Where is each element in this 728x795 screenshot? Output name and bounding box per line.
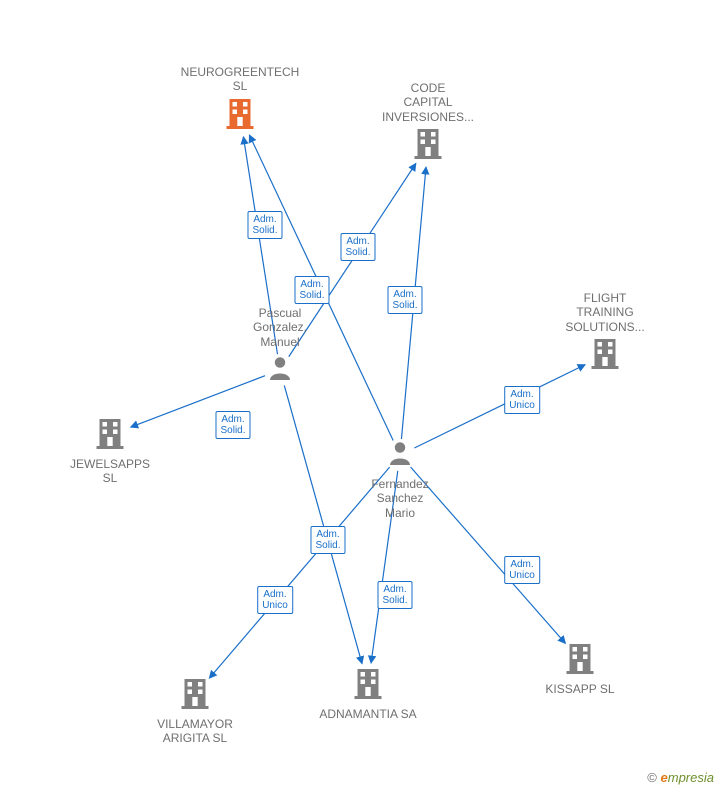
- person-icon: [265, 353, 295, 383]
- relationship-edge: [401, 167, 426, 439]
- person-icon: [385, 438, 415, 468]
- person-node[interactable]: [265, 353, 295, 388]
- relationship-edge: [243, 137, 277, 354]
- building-icon: [222, 95, 258, 131]
- company-node[interactable]: [222, 95, 258, 136]
- relationship-edge: [209, 467, 389, 678]
- brand-logo-rest: mpresia: [668, 770, 714, 785]
- relationship-edge: [284, 385, 362, 663]
- company-node[interactable]: [562, 640, 598, 681]
- company-node[interactable]: [92, 415, 128, 456]
- copyright: © empresia: [647, 770, 714, 785]
- brand-logo-e: e: [661, 770, 668, 785]
- relationship-edge: [131, 376, 266, 427]
- company-node[interactable]: [350, 665, 386, 706]
- building-icon: [587, 335, 623, 371]
- building-icon: [177, 675, 213, 711]
- company-node[interactable]: [177, 675, 213, 716]
- copyright-symbol: ©: [647, 770, 657, 785]
- building-icon: [350, 665, 386, 701]
- company-node[interactable]: [587, 335, 623, 376]
- building-icon: [562, 640, 598, 676]
- relationship-edge: [371, 471, 398, 663]
- relationship-edge: [249, 135, 393, 441]
- building-icon: [92, 415, 128, 451]
- person-node[interactable]: [385, 438, 415, 473]
- company-node[interactable]: [410, 125, 446, 166]
- building-icon: [410, 125, 446, 161]
- relationship-edge: [411, 467, 566, 643]
- relationship-edge: [414, 365, 585, 448]
